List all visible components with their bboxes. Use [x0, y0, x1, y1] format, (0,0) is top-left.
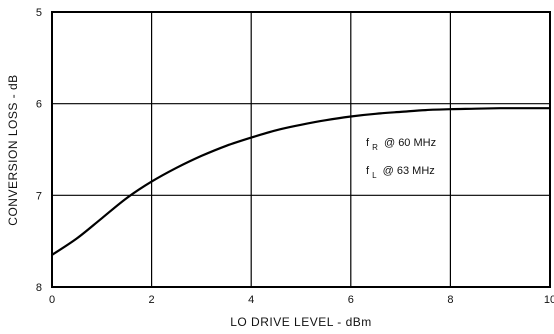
plot-frame — [51, 11, 551, 288]
svg-text:f L @ 63 MHz: f L @ 63 MHz — [366, 165, 435, 181]
annotation-fl-text: @ 63 MHz — [383, 165, 435, 177]
x-tick-label-6: 6 — [348, 294, 354, 306]
annotation-fl-main: f — [366, 165, 370, 177]
annotation-fr-main: f — [366, 137, 370, 149]
x-axis-title: LO DRIVE LEVEL - dBm — [230, 315, 372, 329]
x-tick-label-0: 0 — [49, 294, 55, 306]
grid — [52, 12, 550, 287]
svg-text:f R @ 60 MHz: f R @ 60 MHz — [366, 137, 436, 153]
series-line-0 — [51, 107, 550, 256]
y-axis-title: CONVERSION LOSS - dB — [6, 74, 20, 225]
annotation-fr: f R @ 60 MHz — [366, 137, 436, 153]
x-tick-label-4: 4 — [248, 294, 254, 306]
annotation-fr-text: @ 60 MHz — [384, 137, 436, 149]
x-tick-label-10: 10 — [544, 294, 554, 306]
annotation-fl: f L @ 63 MHz — [366, 165, 435, 181]
y-tick-label-8: 8 — [36, 282, 42, 294]
y-tick-label-6: 6 — [36, 99, 42, 111]
x-tick-label-2: 2 — [149, 294, 155, 306]
y-tick-label-7: 7 — [36, 190, 42, 202]
series-layer — [51, 107, 550, 256]
annotation-fr-sub: R — [372, 143, 378, 152]
tick-labels: 0 2 4 6 8 10 5 6 7 8 — [36, 7, 554, 306]
x-tick-label-8: 8 — [447, 294, 453, 306]
y-tick-label-5: 5 — [36, 7, 42, 19]
annotation-fl-sub: L — [372, 171, 377, 180]
